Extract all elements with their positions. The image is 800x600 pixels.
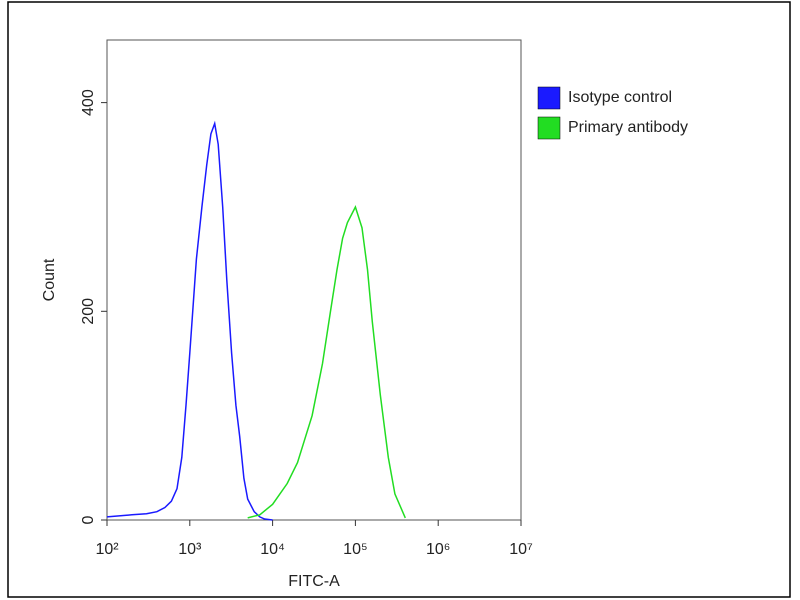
x-tick-label: 10² (95, 541, 119, 558)
y-tick-label: 200 (80, 298, 97, 325)
y-tick-label: 0 (80, 515, 97, 524)
x-tick-label: 10⁶ (426, 541, 450, 558)
y-tick-label: 400 (80, 89, 97, 116)
plot-frame (106, 39, 522, 521)
x-tick-label: 10³ (178, 541, 202, 558)
legend-swatch (537, 116, 561, 140)
x-axis-label: FITC-A (288, 573, 340, 590)
legend-label: Isotype control (568, 89, 672, 106)
series-line (106, 120, 273, 521)
series-line (247, 205, 406, 519)
x-tick-label: 10⁷ (509, 541, 533, 558)
y-axis-label: Count (41, 258, 58, 301)
legend-label: Primary antibody (568, 119, 688, 136)
x-tick-label: 10⁴ (260, 541, 285, 558)
outer-border (7, 1, 791, 598)
x-tick-label: 10⁵ (343, 541, 367, 558)
legend-swatch (537, 86, 561, 110)
